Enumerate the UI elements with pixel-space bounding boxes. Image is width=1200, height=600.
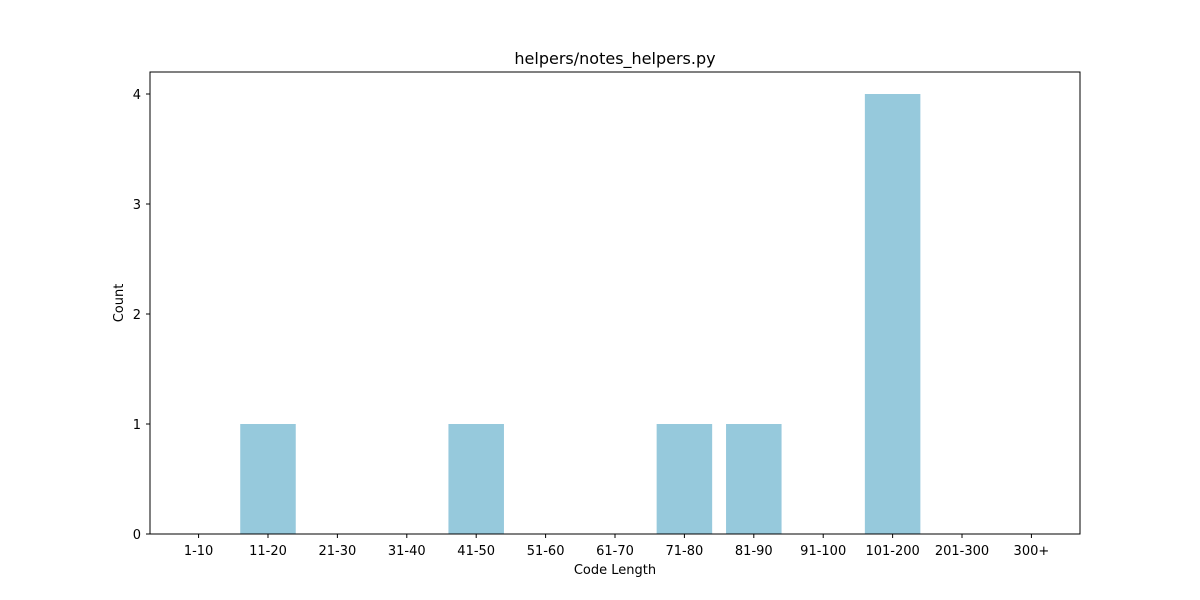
x-axis-label: Code Length [574,563,656,578]
x-tick-label: 101-200 [865,544,919,559]
bar-81-90 [726,424,782,534]
y-axis-ticks: 0 1 2 3 4 [133,88,150,543]
y-axis-label: Count [112,284,127,323]
x-tick-label: 41-50 [457,544,495,559]
x-tick-label: 81-90 [735,544,773,559]
x-tick-label: 21-30 [318,544,356,559]
y-tick-label: 4 [133,88,141,103]
x-tick-label: 71-80 [666,544,704,559]
y-tick-label: 2 [133,308,141,323]
x-tick-label: 300+ [1014,544,1050,559]
x-tick-label: 91-100 [800,544,846,559]
x-tick-label: 51-60 [527,544,565,559]
x-tick-label: 11-20 [249,544,287,559]
x-tick-label: 1-10 [184,544,214,559]
chart-title: helpers/notes_helpers.py [514,49,715,69]
bar-71-80 [656,424,713,534]
y-tick-label: 0 [133,528,141,543]
y-tick-label: 1 [133,418,141,433]
bar-41-50 [448,424,504,534]
x-tick-label: 61-70 [596,544,634,559]
bar-11-20 [240,424,296,534]
x-tick-label: 201-300 [935,544,989,559]
plot-frame [149,71,1081,535]
x-tick-label: 31-40 [388,544,426,559]
y-tick-label: 3 [133,198,141,213]
bar-101-200 [864,94,921,534]
bars-group [240,94,921,534]
x-axis-ticks: 1-10 11-20 21-30 31-40 41-50 51-60 61-70 71-80 8… [184,534,1049,559]
